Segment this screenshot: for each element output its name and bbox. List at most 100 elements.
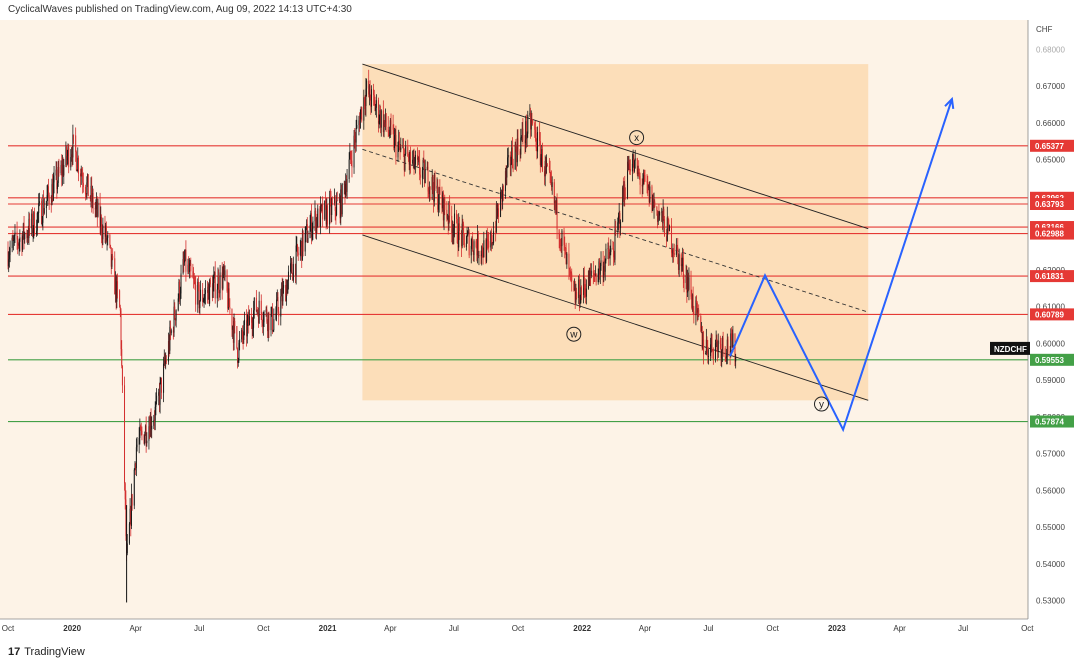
candle-body	[34, 212, 36, 235]
candle-body	[95, 206, 97, 210]
candle-body	[705, 339, 707, 354]
candle-body	[81, 173, 83, 176]
candle-body	[345, 184, 347, 192]
price-axis[interactable]: CHF0.680000.670000.660000.650000.640000.…	[990, 20, 1080, 640]
candle-body	[56, 169, 58, 190]
candle-body	[722, 337, 724, 349]
candle-body	[471, 239, 473, 246]
candle-body	[539, 132, 541, 142]
candle-body	[623, 184, 625, 200]
candle-body	[561, 230, 563, 247]
candle-body	[324, 200, 326, 204]
candle-body	[228, 288, 230, 308]
candle-body	[51, 184, 53, 205]
candle-body	[495, 204, 497, 232]
candle-body	[644, 174, 646, 182]
price-chart[interactable]: xwy CHF0.680000.670000.660000.650000.640…	[0, 20, 1080, 640]
channel-mid-line	[362, 148, 869, 313]
candle-body	[363, 97, 365, 121]
candle-body	[453, 227, 455, 236]
candle-body	[730, 333, 732, 338]
candle-body	[207, 290, 209, 293]
candle-body	[57, 166, 59, 184]
candle-body	[419, 174, 421, 178]
candle-body	[432, 177, 434, 191]
candle-body	[662, 208, 664, 224]
candle-body	[394, 134, 396, 136]
candle-body	[317, 208, 319, 227]
candle-body	[656, 206, 658, 211]
candle-body	[712, 350, 714, 352]
candle-body	[673, 249, 675, 254]
candle-body	[712, 350, 714, 360]
candle-body	[509, 154, 511, 166]
candle-body	[72, 134, 74, 158]
candle-body	[607, 248, 609, 249]
time-axis[interactable]: Oct 2020 Apr Jul Oct 2021 Apr Jul Oct 2022 Apr Jul O…	[0, 618, 1080, 640]
tradingview-logo[interactable]: 17 TradingView	[8, 646, 85, 658]
candle-body	[451, 229, 453, 234]
candle-body	[302, 230, 304, 252]
candle-body	[334, 196, 336, 204]
candle-body	[358, 120, 360, 126]
candle-body	[251, 322, 253, 329]
candle-body	[553, 182, 555, 203]
candle-body	[257, 312, 259, 324]
candle-body	[364, 97, 366, 105]
candle-body	[517, 138, 519, 152]
candle-body	[222, 274, 224, 289]
candle-body	[652, 195, 654, 208]
candle-body	[207, 286, 209, 293]
candle-body	[63, 165, 65, 176]
candle-body	[158, 392, 160, 396]
candle-body	[488, 241, 490, 248]
candle-body	[604, 260, 606, 272]
candle-body	[615, 229, 617, 230]
wave-projection	[729, 96, 955, 433]
candle-body	[250, 316, 252, 323]
candle-body	[456, 218, 458, 243]
candle-body	[594, 275, 596, 277]
candle-body	[223, 265, 225, 275]
candle-body	[185, 249, 187, 272]
candle-body	[463, 224, 465, 235]
level-tag-5	[1030, 270, 1074, 283]
candle-body	[447, 218, 449, 220]
candle-body	[522, 128, 524, 141]
candle-body	[153, 419, 155, 426]
candle-body	[130, 494, 132, 526]
candle-body	[316, 218, 318, 227]
candle-body	[457, 242, 459, 248]
candle-body	[392, 124, 394, 130]
candle-body	[544, 171, 546, 177]
candle-body	[209, 279, 211, 285]
x-tick-label: Jul	[958, 624, 968, 633]
candle-body	[576, 292, 578, 298]
candle-body	[359, 114, 361, 129]
descending-channel	[362, 63, 869, 401]
candle-body	[268, 312, 270, 330]
candle-body	[720, 343, 722, 359]
candle-body	[61, 164, 63, 176]
wave-labels: x w y	[566, 130, 829, 412]
candle-body	[716, 339, 718, 342]
candle-body	[188, 265, 190, 273]
candle-body	[160, 377, 162, 393]
candle-body	[65, 146, 67, 166]
candle-body	[126, 543, 128, 554]
candle-body	[486, 238, 488, 240]
candle-body	[135, 447, 137, 469]
candle-body	[256, 310, 258, 312]
candle-body	[119, 290, 121, 308]
candle-body	[27, 235, 29, 239]
candle-body	[407, 146, 409, 157]
candle-body	[424, 160, 426, 184]
candle-body	[144, 425, 146, 436]
candle-body	[246, 319, 248, 337]
candle-body	[76, 170, 78, 172]
candle-body	[204, 290, 206, 295]
candle-body	[339, 197, 341, 219]
candle-body	[437, 204, 439, 210]
candle-body	[714, 343, 716, 360]
candle-body	[348, 159, 350, 180]
